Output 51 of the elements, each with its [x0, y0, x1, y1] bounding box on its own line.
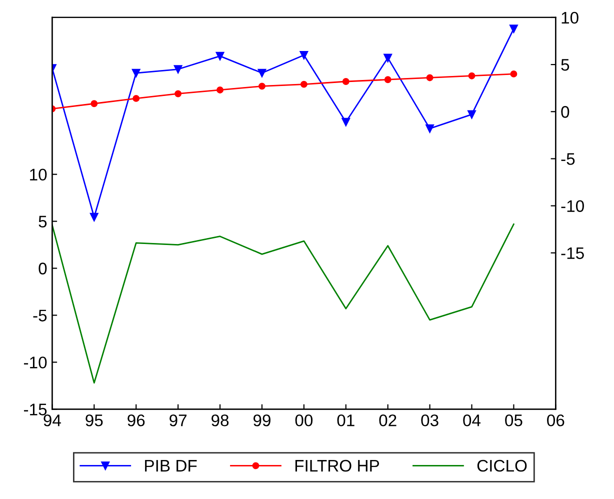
- x-tick-label: 98: [212, 414, 229, 426]
- y-tick-label: -10: [24, 356, 47, 368]
- point: [258, 82, 266, 90]
- point: [426, 124, 434, 133]
- y-tick-label: -15: [24, 404, 47, 416]
- y2-tick-label: -15: [561, 247, 584, 260]
- line-series: [52, 223, 514, 384]
- point: [216, 86, 224, 94]
- x-tick-label: 01: [337, 414, 354, 426]
- point: [342, 118, 350, 126]
- point: [174, 90, 182, 98]
- y-tick-label: 5: [38, 216, 47, 228]
- x-tick-label: 96: [128, 414, 145, 426]
- point: [258, 68, 266, 78]
- y2-tick-label: 0: [561, 106, 570, 118]
- point: [300, 80, 308, 88]
- point: [132, 94, 140, 102]
- x-tick-label: 02: [379, 414, 396, 426]
- point: [384, 54, 392, 62]
- point: [342, 78, 350, 85]
- point: [300, 50, 308, 60]
- y2-tick-label: -10: [561, 200, 584, 212]
- x-tick-label: 94: [44, 414, 61, 426]
- point: [510, 70, 518, 78]
- x-tick-label: 05: [505, 414, 522, 426]
- x-tick-label: 97: [170, 414, 186, 426]
- legend-label: FILTRO HP: [295, 460, 380, 472]
- x-tick-label: 95: [86, 414, 103, 426]
- point: [216, 52, 224, 60]
- point: [468, 110, 476, 119]
- y2-tick-label: -5: [561, 153, 575, 165]
- point: [174, 65, 182, 74]
- point: [90, 212, 98, 222]
- legend-label: CICLO: [477, 460, 527, 472]
- y2-tick-label: 10: [562, 12, 578, 24]
- point: [426, 74, 434, 82]
- y-tick-label: 10: [30, 168, 47, 181]
- x-tick-label: 04: [463, 414, 481, 426]
- point: [510, 24, 518, 33]
- point: [384, 76, 392, 84]
- legend-label: PIB DF: [145, 460, 197, 472]
- point: [132, 68, 140, 78]
- point: [468, 72, 476, 80]
- x-tick-label: 00: [295, 414, 313, 426]
- x-tick-label: 03: [421, 414, 438, 426]
- y2-tick-label: 5: [561, 59, 570, 71]
- y-tick-label: -5: [33, 310, 47, 322]
- point: [90, 100, 98, 108]
- y-tick-label: 0: [38, 262, 47, 274]
- x-tick-label: 99: [253, 414, 270, 426]
- x-tick-label: 06: [547, 414, 564, 426]
